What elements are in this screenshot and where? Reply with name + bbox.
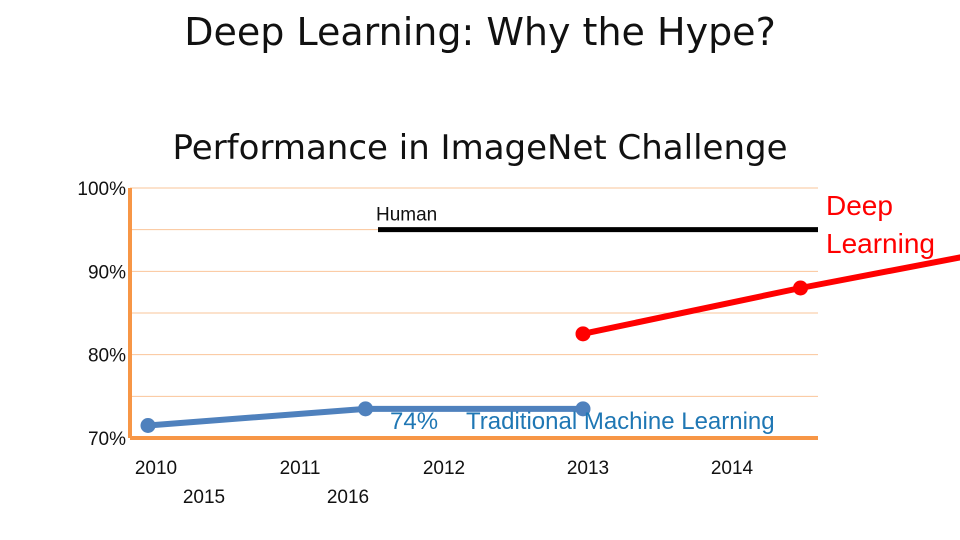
x-tick-label: 2012 bbox=[423, 458, 465, 479]
deep-learning-label: Learning bbox=[826, 228, 935, 259]
deep-learning-point bbox=[575, 326, 591, 342]
x-tick-label: 2013 bbox=[567, 458, 609, 479]
human-label: Human bbox=[376, 205, 437, 226]
chart-title: Performance in ImageNet Challenge bbox=[172, 128, 788, 168]
traditional-ml-point bbox=[575, 401, 591, 417]
deep-learning-point bbox=[793, 280, 808, 296]
y-tick-label: 70% bbox=[88, 429, 126, 450]
x-tick-labels: 2010 2015 2011 2016 2012 2013 2014 bbox=[135, 458, 754, 508]
traditional-ml-label: Traditional Machine Learning bbox=[466, 408, 775, 435]
traditional-ml-annotation: 74% bbox=[390, 408, 438, 435]
series-labels: 74% Traditional Machine Learning Deep Learn… bbox=[390, 190, 935, 435]
deep-learning-line bbox=[580, 254, 960, 337]
y-tick-label: 90% bbox=[88, 262, 126, 283]
x-tick-label: 2011 bbox=[280, 458, 321, 479]
slide-title: Deep Learning: Why the Hype? bbox=[184, 10, 776, 54]
x-tick-label: 2016 bbox=[327, 487, 369, 508]
human-reference: Human bbox=[376, 205, 818, 233]
x-tick-label: 2010 bbox=[135, 458, 177, 479]
y-tick-label: 80% bbox=[88, 346, 126, 367]
x-tick-label: 2014 bbox=[711, 458, 754, 479]
traditional-ml-point bbox=[358, 401, 373, 417]
y-tick-labels: 100% 90% 80% 70% bbox=[77, 179, 126, 450]
x-tick-label: 2015 bbox=[183, 487, 225, 508]
grid-lines bbox=[130, 187, 818, 397]
series-group bbox=[140, 254, 960, 433]
traditional-ml-point bbox=[140, 418, 156, 433]
axes bbox=[128, 188, 818, 440]
deep-learning-label: Deep bbox=[826, 190, 893, 221]
y-tick-label: 100% bbox=[77, 179, 126, 200]
